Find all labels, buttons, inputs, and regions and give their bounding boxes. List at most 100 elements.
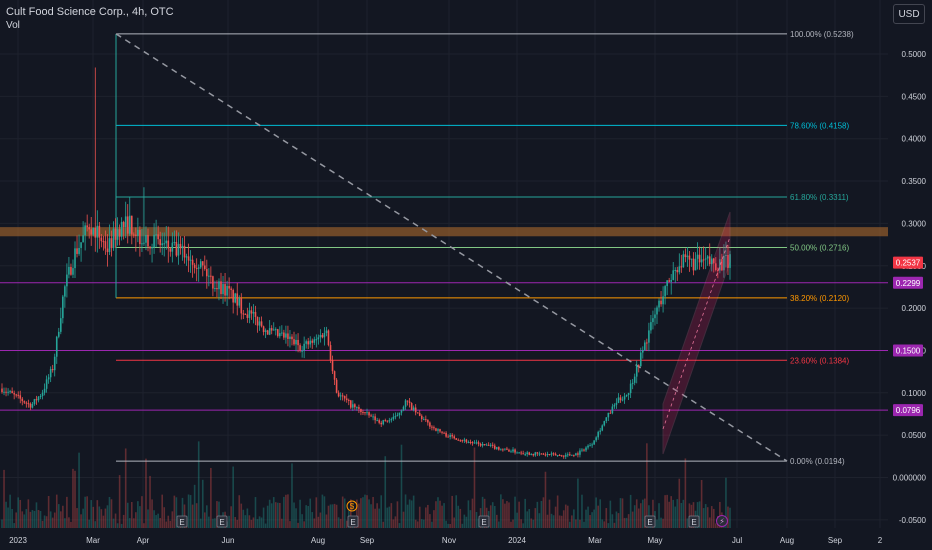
resistance-zone[interactable] — [0, 227, 888, 237]
candle-body — [425, 419, 427, 421]
candle-body — [147, 234, 149, 247]
candle-body — [19, 395, 22, 399]
volume-bar — [339, 518, 342, 528]
candle-body — [187, 256, 190, 261]
candle-body — [607, 412, 610, 418]
volume-bar — [443, 503, 445, 528]
volume-bar — [566, 505, 569, 528]
candle-body — [368, 412, 370, 416]
trend-line[interactable] — [115, 33, 788, 462]
price-badge — [893, 404, 923, 417]
volume-bar — [406, 504, 409, 528]
volume-bar — [323, 496, 326, 528]
volume-bar — [729, 507, 731, 528]
time-axis[interactable]: 2023 Mar Apr Jun Aug Sep Nov 2024 Mar May Jul Aug Se… — [0, 500, 932, 550]
volume-bar — [376, 503, 378, 528]
candle-body — [516, 452, 518, 454]
candle-body — [646, 342, 648, 344]
volume-bar — [617, 513, 620, 528]
candle-body — [74, 248, 76, 269]
volume-indicator-label[interactable]: Vol — [6, 20, 20, 31]
parallel-channel[interactable] — [662, 211, 731, 455]
volume-bar — [372, 496, 374, 528]
candle-body — [307, 341, 310, 345]
volume-bar — [461, 523, 464, 528]
candle-body — [55, 336, 58, 357]
volume-bar — [244, 515, 247, 528]
candle-body — [218, 281, 220, 290]
candle-body — [185, 256, 188, 258]
candle-body — [487, 444, 490, 446]
price-axis[interactable]: 0.50000.45000.40000.35000.30000.25000.20… — [888, 0, 932, 550]
volume-bar — [110, 499, 113, 528]
fib-level-label: 50.00% (0.2716) — [790, 243, 849, 252]
price-badge-label: 0.2537 — [896, 259, 921, 268]
candle-body — [670, 279, 672, 282]
volume-bar — [512, 519, 514, 528]
candle-body — [721, 259, 723, 271]
volume-bar — [74, 470, 76, 528]
candle-body — [508, 449, 510, 452]
currency-button[interactable]: USD — [893, 4, 925, 24]
volume-bar — [55, 494, 58, 528]
volume-bar — [692, 502, 695, 528]
volume-bar — [467, 500, 470, 528]
volume-bar — [526, 511, 529, 528]
volume-bar — [228, 515, 230, 528]
candle-body — [240, 298, 243, 314]
volume-bar — [43, 515, 46, 528]
volume-bar — [396, 501, 399, 528]
volume-bar — [201, 479, 204, 528]
candle-body — [341, 395, 344, 397]
candle-body — [323, 333, 326, 338]
candle-body — [161, 243, 164, 246]
candle-body — [360, 408, 362, 413]
volume-bar — [534, 508, 537, 528]
candle-body — [149, 246, 151, 249]
candle-body — [406, 400, 409, 402]
candle-body — [145, 234, 147, 243]
earnings-marker — [347, 515, 359, 528]
volume-bar — [206, 505, 208, 528]
price-badge-label: 0.2299 — [896, 279, 921, 288]
fibonacci-retracement[interactable]: 100.00% (0.5238) 78.60% (0.4158) 61.80% (0… — [115, 30, 854, 466]
candle-body — [376, 420, 378, 422]
time-tick-label: Aug — [780, 536, 794, 545]
candle-body — [234, 293, 237, 303]
horizontal-lines[interactable] — [0, 282, 888, 411]
volume-bar — [321, 494, 324, 528]
earnings-marker — [216, 515, 228, 528]
candle-body — [309, 340, 312, 345]
candle-body — [272, 329, 275, 331]
candle-body — [390, 419, 393, 421]
volume-bar — [283, 496, 285, 528]
candle-body — [260, 321, 263, 327]
exchange-label: OTC — [150, 6, 174, 18]
candle-body — [696, 254, 699, 259]
candle-body — [116, 229, 119, 240]
candle-body — [378, 420, 380, 423]
volume-bar — [475, 511, 478, 528]
volume-bar — [583, 521, 585, 528]
price-tick-label: 0.000000 — [893, 474, 927, 483]
volume-bar — [82, 508, 84, 528]
volume-bar — [520, 519, 522, 528]
volume-bar — [698, 501, 701, 528]
volume-bar — [593, 509, 595, 528]
volume-bar — [5, 501, 7, 528]
candle-body — [17, 394, 20, 396]
volume-bar — [27, 499, 30, 528]
lightning-icon — [716, 515, 728, 527]
candle-body — [469, 441, 472, 443]
volume-bar — [700, 480, 703, 528]
volume-bar — [706, 507, 709, 528]
earnings-marker — [176, 515, 188, 528]
volume-bar — [378, 508, 380, 528]
candle-body — [414, 407, 417, 413]
volume-bar — [556, 495, 559, 528]
candle-body — [429, 422, 431, 427]
volume-bar — [337, 517, 340, 528]
price-tick-label: 0.4500 — [902, 92, 927, 101]
symbol-title[interactable]: Cult Food Science Corp., 4h, OTC — [6, 6, 174, 18]
